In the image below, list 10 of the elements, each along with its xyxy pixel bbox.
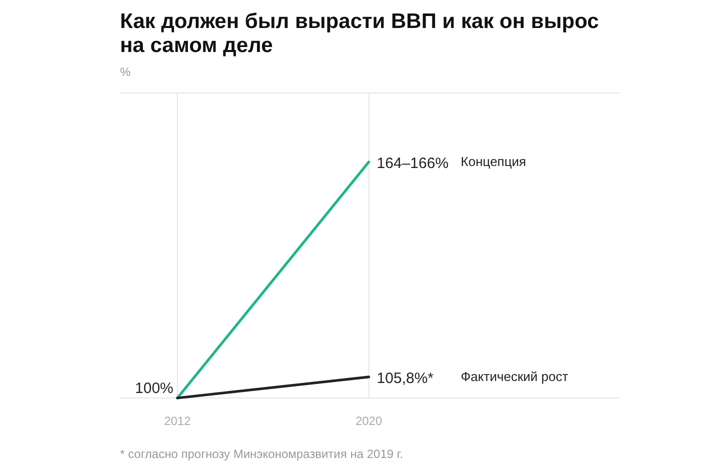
text: % (120, 65, 131, 79)
data-label: 105,8%* (376, 370, 434, 387)
text: Фактический рост (460, 368, 568, 384)
data-label: 100% (135, 380, 174, 397)
text: Концепция (460, 154, 526, 169)
x-tick-label: 2012 (164, 414, 192, 428)
text: * согласно прогнозу Минэкономразвития на 2019 г. (120, 447, 404, 461)
x-tick-label: 2020 (355, 414, 382, 428)
chart-title: Как должен был вырасти ВВП и как он вырос на самом деле (120, 10, 600, 57)
annotation: 164–166% (376, 154, 449, 172)
